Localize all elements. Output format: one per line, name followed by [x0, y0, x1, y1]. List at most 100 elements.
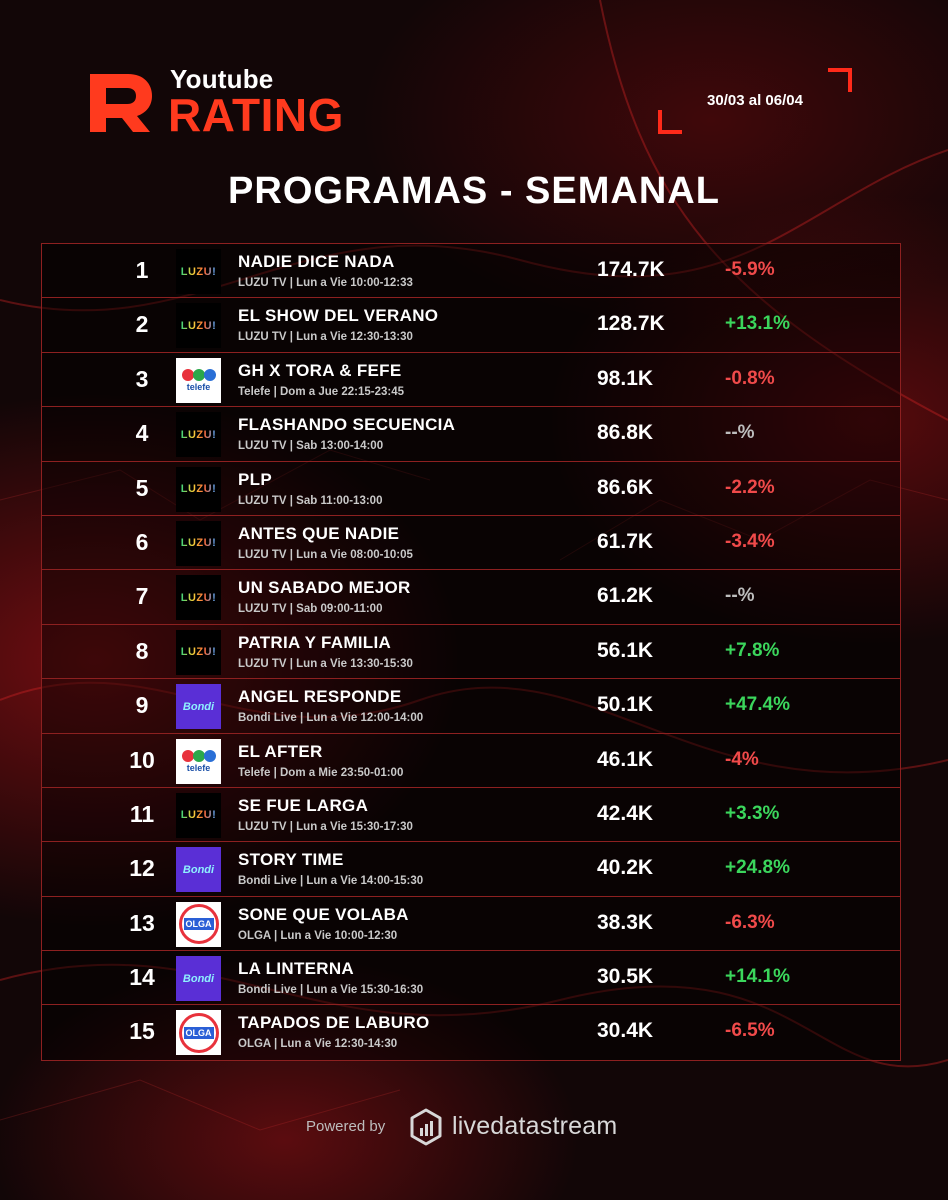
table-row: 11 LUZU! SE FUE LARGA LUZU TV | Lun a Vie 1… [42, 787, 900, 843]
telefe-logo-icon: telefe [176, 738, 221, 784]
table-row: 13 OLGA SONE QUE VOLABA OLGA | Lun a Vie 10… [42, 896, 900, 952]
rank-number: 13 [129, 909, 155, 936]
change-percent: -3.4% [725, 530, 775, 552]
luzu-logo-text: LUZU! [180, 537, 217, 550]
views-count: 42.4K [597, 801, 654, 825]
luzu-logo-icon: LUZU! [176, 575, 221, 621]
logo-line-rating: RATING [168, 89, 344, 141]
luzu-logo-icon: LUZU! [176, 303, 221, 349]
luzu-logo-icon: LUZU! [176, 466, 221, 512]
program-name: SONE QUE VOLABA [238, 904, 409, 924]
telefe-dots-icon [181, 369, 216, 382]
table-row: 3 telefe GH X TORA & FEFE Telefe | Dom a Ju… [42, 352, 900, 408]
views-count: 30.5K [597, 965, 654, 989]
views-count: 38.3K [597, 910, 654, 934]
program-name: ANGEL RESPONDE [238, 687, 402, 707]
rating-r-logo-icon [90, 74, 152, 132]
luzu-logo-text: LUZU! [180, 646, 217, 659]
table-row: 4 LUZU! FLASHANDO SECUENCIA LUZU TV | Sab 1… [42, 407, 900, 462]
rank-number: 1 [135, 257, 149, 283]
luzu-logo-icon: LUZU! [176, 412, 221, 458]
luzu-logo-icon: LUZU! [176, 249, 221, 294]
telefe-logo-text: telefe [186, 763, 211, 774]
luzu-logo-icon: LUZU! [176, 629, 221, 675]
program-name: ANTES QUE NADIE [238, 523, 400, 543]
luzu-logo-icon: LUZU! [176, 792, 221, 838]
change-percent: --% [725, 422, 755, 444]
table-row: 15 OLGA TAPADOS DE LABURO OLGA | Lun a Vie … [42, 1005, 900, 1060]
bondi-logo-text: Bondi [182, 972, 215, 985]
bondi-logo-icon: Bondi [176, 684, 221, 730]
luzu-logo-text: LUZU! [180, 319, 217, 332]
views-count: 61.2K [597, 584, 654, 608]
program-name: UN SABADO MEJOR [238, 578, 411, 598]
luzu-logo-text: LUZU! [180, 809, 217, 822]
table-row: 5 LUZU! PLP LUZU TV | Sab 11:00-13:00 86.6K -… [42, 461, 900, 516]
program-name: STORY TIME [238, 850, 344, 870]
views-count: 61.7K [597, 529, 654, 553]
footer: Powered by livedatastream [0, 1106, 948, 1146]
program-name: FLASHANDO SECUENCIA [238, 415, 456, 435]
program-schedule: Telefe | Dom a Mie 23:50-01:00 [238, 766, 404, 779]
telefe-logo-text: telefe [186, 382, 211, 393]
rank-number: 2 [135, 311, 149, 338]
table-row: 9 Bondi ANGEL RESPONDE Bondi Live | Lun a V… [42, 679, 900, 734]
program-schedule: OLGA | Lun a Vie 12:30-14:30 [238, 1038, 398, 1051]
date-range-box: 30/03 al 06/04 [658, 68, 852, 134]
rank-number: 3 [135, 365, 149, 392]
table-row: 6 LUZU! ANTES QUE NADIE LUZU TV | Lun a Vie… [42, 515, 900, 571]
olga-logo-icon: OLGA [176, 901, 221, 947]
bondi-logo-text: Bondi [182, 863, 215, 876]
luzu-logo-icon: LUZU! [176, 520, 221, 566]
program-name: EL AFTER [238, 741, 323, 761]
rank-number: 11 [129, 800, 155, 827]
luzu-logo-text: LUZU! [180, 591, 217, 604]
views-count: 98.1K [597, 366, 654, 390]
views-count: 128.7K [597, 312, 665, 336]
views-count: 50.1K [597, 693, 654, 717]
program-schedule: LUZU TV | Lun a Vie 13:30-15:30 [238, 657, 413, 670]
table-row: 12 Bondi STORY TIME Bondi Live | Lun a Vie … [42, 842, 900, 897]
luzu-logo-text: LUZU! [180, 265, 217, 278]
ranking-table: 1 LUZU! NADIE DICE NADA LUZU TV | Lun a Vie… [41, 243, 901, 1061]
date-range: 30/03 al 06/04 [707, 92, 803, 109]
change-percent: -5.9% [725, 259, 775, 280]
rank-number: 15 [129, 1018, 155, 1045]
views-count: 40.2K [597, 856, 654, 880]
change-percent: -6.5% [725, 1020, 775, 1042]
program-name: PLP [238, 469, 272, 489]
youtube-rating-logo: Youtube RATING [84, 64, 374, 141]
program-schedule: Bondi Live | Lun a Vie 14:00-15:30 [238, 875, 424, 888]
olga-logo-text: OLGA [183, 918, 214, 931]
program-schedule: Telefe | Dom a Jue 22:15-23:45 [238, 385, 404, 398]
program-name: LA LINTERNA [238, 959, 354, 979]
program-schedule: LUZU TV | Lun a Vie 12:30-13:30 [238, 331, 413, 344]
logo-line-youtube: Youtube [170, 64, 274, 94]
program-name: PATRIA Y FAMILIA [238, 632, 392, 652]
rank-number: 4 [135, 420, 149, 447]
program-schedule: LUZU TV | Lun a Vie 08:00-10:05 [238, 548, 413, 561]
change-percent: +24.8% [725, 857, 790, 879]
program-name: EL SHOW DEL VERANO [238, 306, 439, 326]
bondi-logo-icon: Bondi [176, 847, 221, 893]
rank-number: 14 [129, 964, 155, 991]
table-row: 2 LUZU! EL SHOW DEL VERANO LUZU TV | Lun a … [42, 298, 900, 353]
program-schedule: OLGA | Lun a Vie 10:00-12:30 [238, 929, 398, 942]
change-percent: -2.2% [725, 476, 775, 498]
table-row: 1 LUZU! NADIE DICE NADA LUZU TV | Lun a Vie… [42, 244, 900, 299]
rank-number: 7 [135, 583, 149, 610]
change-percent: +13.1% [725, 313, 790, 335]
powered-by-label: Powered by [306, 1118, 386, 1135]
rank-number: 6 [135, 528, 149, 555]
olga-logo-text: OLGA [183, 1026, 214, 1039]
telefe-logo-icon: telefe [176, 357, 221, 403]
change-percent: +14.1% [725, 966, 790, 988]
rank-number: 12 [129, 855, 155, 882]
rank-number: 9 [135, 692, 149, 719]
table-row: 10 telefe EL AFTER Telefe | Dom a Mie 23:50… [42, 733, 900, 788]
change-percent: --% [725, 585, 755, 607]
change-percent: +47.4% [725, 694, 790, 716]
views-count: 86.8K [597, 421, 654, 445]
